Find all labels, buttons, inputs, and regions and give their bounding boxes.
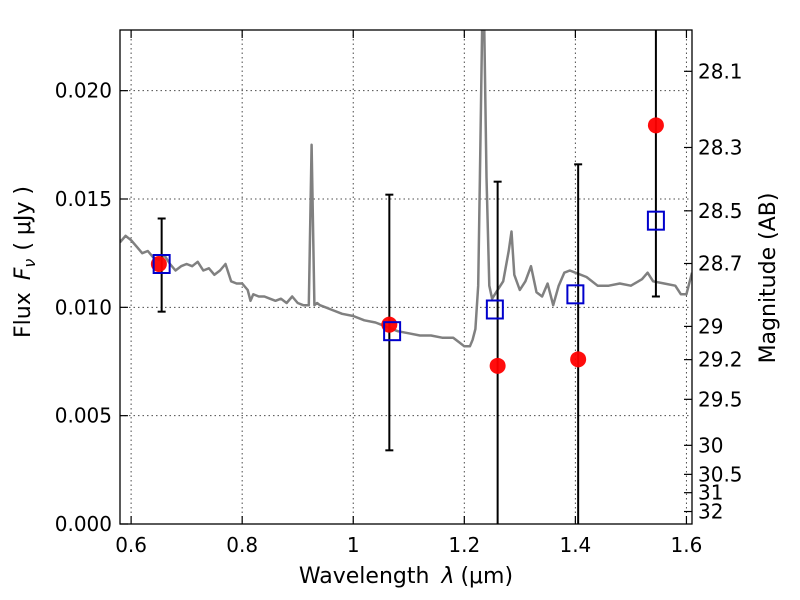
x-tick-label: 1.4 [559,533,591,557]
mag-tick-label: 28.3 [698,135,743,159]
mag-tick-label: 32 [698,500,723,524]
mag-tick-label: 29.5 [698,387,743,411]
model-point [383,321,402,342]
observed-point [489,357,506,374]
data-markers [150,117,665,374]
x-tick-label: 0.8 [226,533,258,557]
y-axis-title: FluxFν( μJy ) [11,186,39,338]
x-tick-label: 0.6 [115,533,147,557]
x-tick-label: 1.2 [448,533,480,557]
tick-labels: 0.6 0.8 1 1.2 1.4 1.6 0.000 0.005 0.010 0.015 0.02… [55,59,743,557]
y-tick-label: 0.010 [55,295,112,319]
observed-point [647,117,664,134]
model-point [646,210,665,231]
y-tick-label: 0.020 [55,79,112,103]
model-point [152,254,171,274]
observed-point [150,256,167,272]
x-axis-title: Wavelength λ (μm) [299,564,513,589]
y-tick-label: 0.005 [55,404,112,428]
x-tick-label: 1 [347,533,360,557]
mag-tick-label: 28.7 [698,252,743,276]
ticks [120,30,692,525]
mag-tick-label: 28.1 [698,59,743,83]
observed-point [570,351,587,368]
model-point [566,284,585,305]
mag-tick-label: 30.5 [698,462,743,486]
mag-tick-label: 30 [698,433,723,457]
y-tick-label: 0.015 [55,187,112,211]
mag-tick-label: 29 [698,314,723,338]
x-tick-label: 1.6 [671,533,703,557]
mag-tick-label: 29.2 [698,348,743,372]
y-tick-label: 0.000 [55,512,112,536]
mag-tick-label: 28.5 [698,199,743,223]
observed-point [381,316,398,333]
plot-frame [119,29,693,525]
model-point [485,299,504,320]
right-axis-title: Magnitude (AB) [756,193,781,364]
mag-tick-label: 31 [698,481,723,505]
